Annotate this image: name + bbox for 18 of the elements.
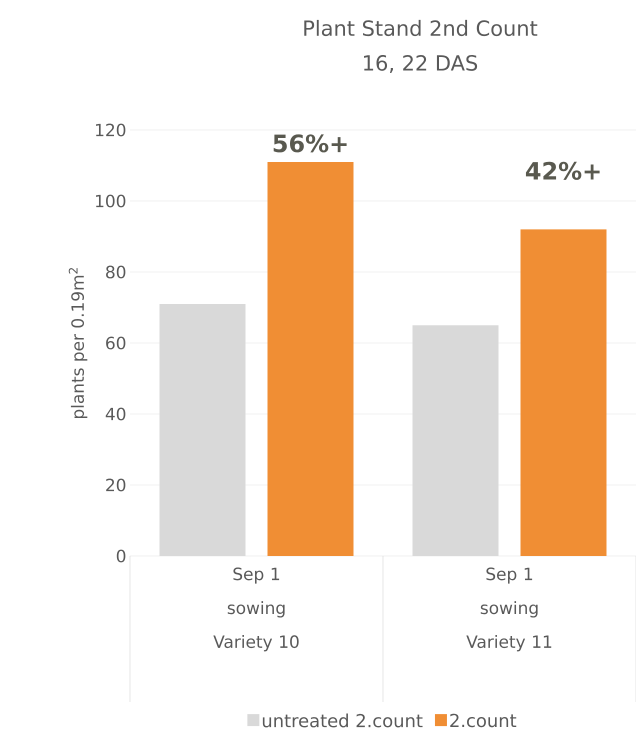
chart-title: Plant Stand 2nd Count [304, 20, 538, 36]
y-tick-label: 0 [116, 550, 126, 562]
x-tick-label: Sep 1 sowing Variety 11 [466, 568, 552, 652]
bar [520, 229, 606, 556]
y-tick-label: 60 [106, 336, 126, 350]
y-tick-label: 100 [96, 194, 126, 208]
y-tick-label: 40 [106, 408, 126, 420]
x-tick-label: Sep 1 sowing Variety 10 [213, 568, 299, 652]
y-axis-title: plants per 0.19m$^{2}$ [68, 268, 88, 418]
chart-subtitle: 16, 22 DAS [364, 55, 478, 73]
y-tick-label: 80 [106, 266, 126, 278]
y-tick-label: 120 [96, 124, 126, 136]
y-tick-label: 20 [106, 478, 126, 492]
annotation: 56%+ [274, 134, 347, 152]
legend-label: untreated 2.count [262, 714, 423, 728]
bar [268, 162, 354, 556]
annotation: 42%+ [526, 162, 600, 180]
legend-label: 2.count [450, 714, 516, 728]
